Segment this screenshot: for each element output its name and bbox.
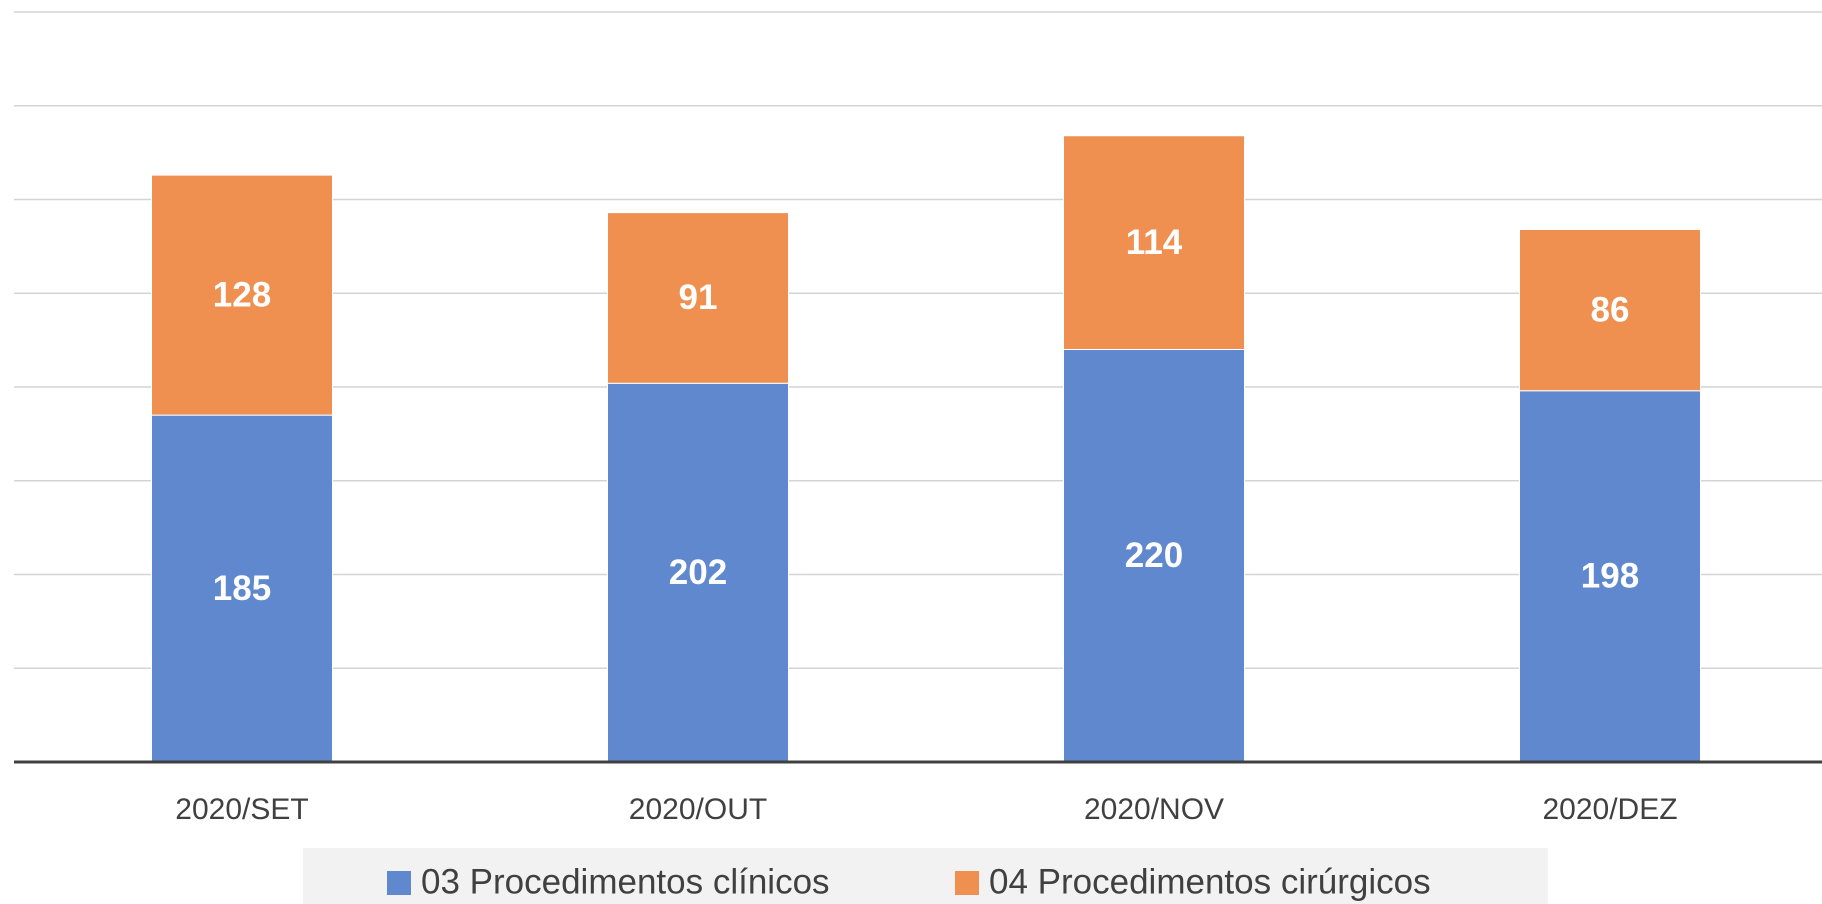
- x-tick-label: 2020/OUT: [629, 793, 767, 826]
- x-tick-label: 2020/SET: [175, 793, 308, 826]
- x-tick-label: 2020/DEZ: [1542, 793, 1677, 826]
- x-tick-label: 2020/NOV: [1084, 793, 1224, 826]
- data-label: 91: [679, 278, 718, 317]
- bar-segment: [607, 212, 789, 384]
- data-label: 86: [1591, 290, 1630, 329]
- data-label: 185: [213, 569, 271, 608]
- bar-segment: [151, 174, 333, 416]
- data-label: 128: [213, 275, 271, 314]
- legend-label: 03 Procedimentos clínicos: [421, 862, 830, 901]
- bar-segment: [1063, 135, 1245, 350]
- data-label: 198: [1581, 557, 1639, 596]
- legend-swatch: [387, 871, 411, 895]
- data-label: 114: [1126, 223, 1183, 262]
- bar-segment: [151, 414, 333, 763]
- bar-segment: [1063, 349, 1245, 763]
- legend-box: [303, 848, 1548, 904]
- legend-label: 04 Procedimentos cirúrgicos: [989, 862, 1431, 901]
- bar-segment: [607, 382, 789, 763]
- bar-segment: [1519, 229, 1701, 392]
- data-label: 202: [669, 553, 727, 592]
- bar-segment: [1519, 390, 1701, 763]
- legend-swatch: [955, 871, 979, 895]
- data-label: 220: [1125, 536, 1183, 575]
